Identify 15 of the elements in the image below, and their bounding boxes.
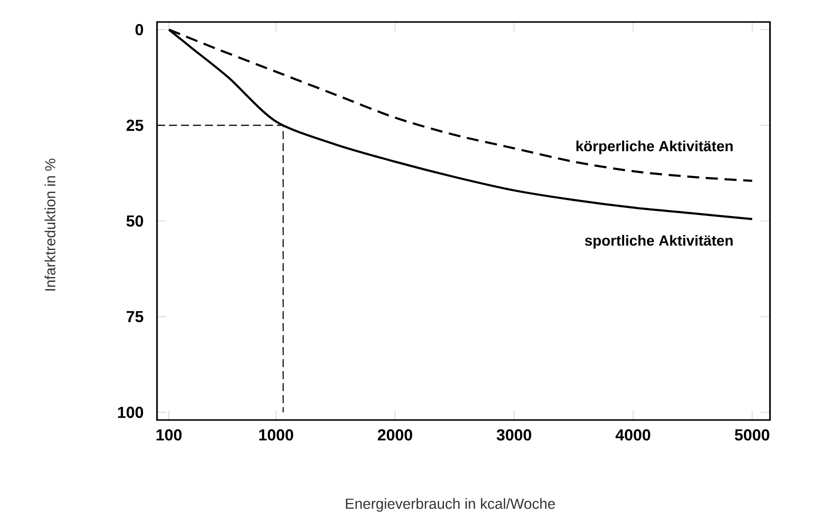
x-tick-label: 4000 [616, 429, 650, 441]
x-tick-label: 3000 [496, 429, 532, 441]
series-label: körperliche Aktivitäten [576, 140, 733, 154]
x-axis-title: Energieverbrauch in kcal/Woche [346, 498, 555, 512]
series-label: sportliche Aktivitäten [584, 234, 733, 249]
y-tick-label: 100 [118, 406, 144, 418]
x-tick-label: 100 [156, 429, 182, 441]
y-tick-label: 75 [126, 311, 144, 322]
y-axis-title: Infarktreduktion in % [44, 158, 56, 290]
x-tick-label: 2000 [378, 429, 412, 441]
x-tick-label: 1000 [259, 429, 294, 441]
y-tick-label: 0 [135, 24, 144, 36]
y-tick-label: 50 [126, 215, 144, 227]
x-tick-label: 5000 [734, 429, 770, 441]
y-tick-label: 25 [126, 120, 144, 131]
